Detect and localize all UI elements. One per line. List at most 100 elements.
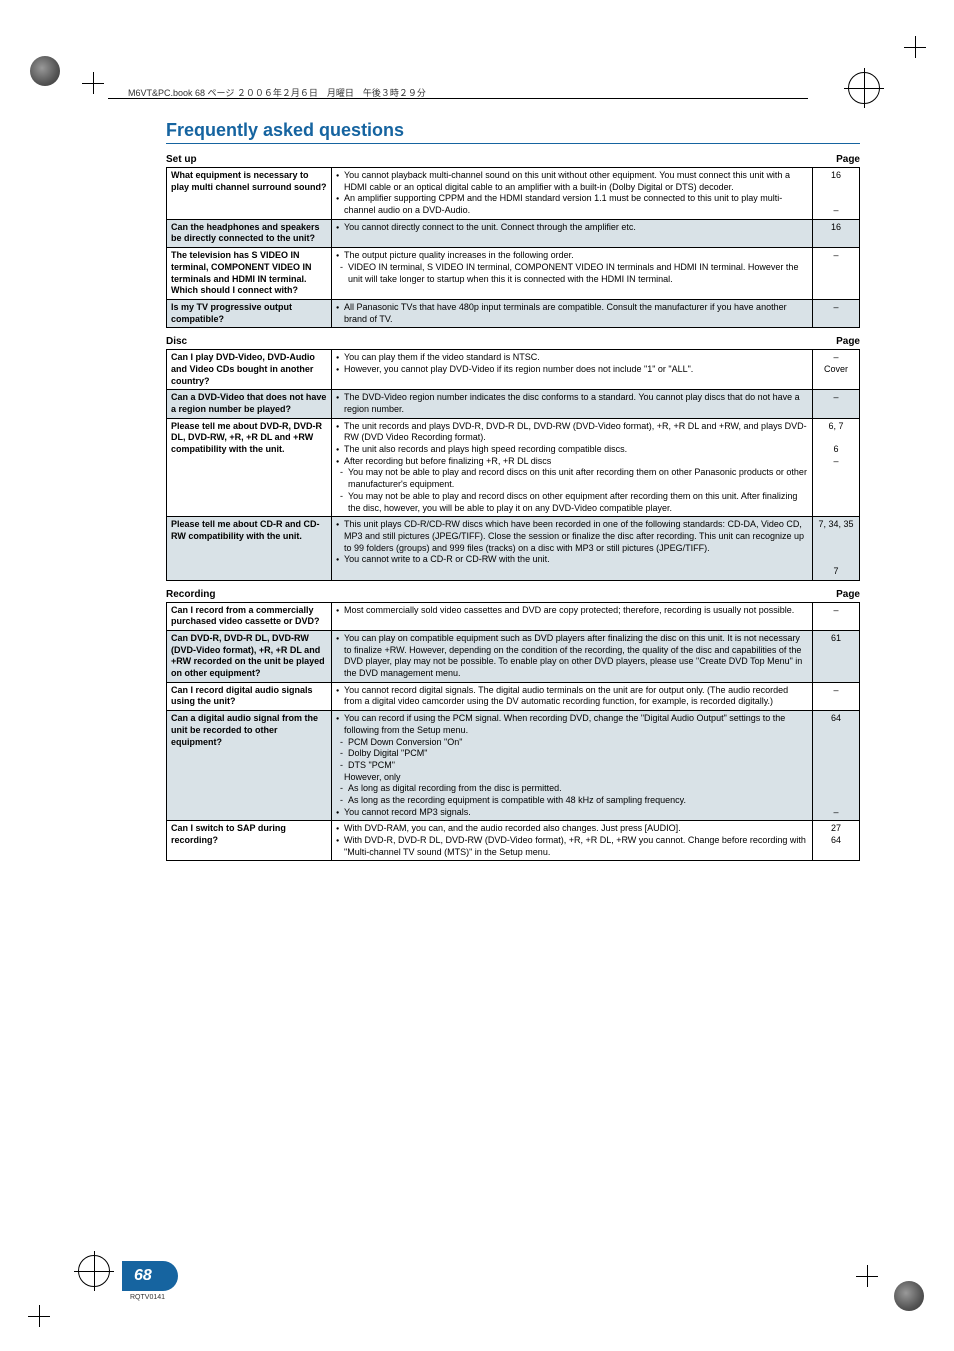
section-header-setup: Set up Page: [166, 154, 860, 165]
answer-line: You can play on compatible equipment suc…: [336, 633, 808, 680]
page-ref-cell: 7, 34, 35 7: [813, 517, 860, 580]
answer-line: You may not be able to play and record d…: [336, 491, 808, 514]
answer-cell: You cannot record digital signals. The d…: [332, 682, 813, 710]
table-row: The television has S VIDEO IN terminal, …: [167, 248, 860, 300]
crop-mark-bottom-left: [28, 1305, 50, 1327]
table-row: Please tell me about CD-R and CD-RW comp…: [167, 517, 860, 580]
question-cell: Can I play DVD-Video, DVD-Audio and Vide…: [167, 350, 332, 390]
section-header-disc: Disc Page: [166, 336, 860, 347]
answer-cell: With DVD-RAM, you can, and the audio rec…: [332, 821, 813, 861]
page-ref-cell: 64 –: [813, 711, 860, 821]
answer-line: You cannot record digital signals. The d…: [336, 685, 808, 708]
section-header-recording: Recording Page: [166, 589, 860, 600]
table-row: Can I switch to SAP during recording?Wit…: [167, 821, 860, 861]
main-title: Frequently asked questions: [166, 120, 860, 141]
table-row: Can a DVD-Video that does not have a reg…: [167, 390, 860, 418]
answer-line: PCM Down Conversion "On": [336, 737, 808, 749]
table-row: Please tell me about DVD-R, DVD-R DL, DV…: [167, 418, 860, 517]
registration-mark-bottom-right: [894, 1281, 924, 1311]
answer-line: An amplifier supporting CPPM and the HDM…: [336, 193, 808, 216]
page-ref-cell: 61: [813, 631, 860, 683]
page-label: Page: [836, 336, 860, 347]
answer-line: The unit also records and plays high spe…: [336, 444, 808, 456]
title-underline: [166, 143, 860, 144]
answer-line: You cannot directly connect to the unit.…: [336, 222, 808, 234]
page-ref-cell: 6, 7 6 –: [813, 418, 860, 517]
registration-mark-bottom-left: [78, 1255, 110, 1287]
answer-cell: This unit plays CD-R/CD-RW discs which h…: [332, 517, 813, 580]
question-cell: What equipment is necessary to play mult…: [167, 168, 332, 220]
answer-line: After recording but before finalizing +R…: [336, 456, 808, 468]
answer-line: You cannot write to a CD-R or CD-RW with…: [336, 554, 808, 566]
registration-mark-top-left: [30, 56, 60, 86]
answer-line: You may not be able to play and record d…: [336, 467, 808, 490]
question-cell: Can the headphones and speakers be direc…: [167, 219, 332, 247]
answer-line: Most commercially sold video cassettes a…: [336, 605, 808, 617]
answer-cell: You can record if using the PCM signal. …: [332, 711, 813, 821]
answer-line: DTS "PCM": [336, 760, 808, 772]
document-page: M6VT&PC.book 68 ページ ２００６年２月６日 月曜日 午後３時２９…: [0, 0, 954, 1351]
meta-header-line: [108, 98, 808, 99]
answer-line: VIDEO IN terminal, S VIDEO IN terminal, …: [336, 262, 808, 285]
answer-cell: You can play on compatible equipment suc…: [332, 631, 813, 683]
answer-line: Dolby Digital "PCM": [336, 748, 808, 760]
page-ref-cell: –: [813, 299, 860, 327]
table-row: What equipment is necessary to play mult…: [167, 168, 860, 220]
page-ref-cell: – Cover: [813, 350, 860, 390]
answer-line: With DVD-RAM, you can, and the audio rec…: [336, 823, 808, 835]
answer-line: However, you cannot play DVD-Video if it…: [336, 364, 808, 376]
table-row: Can I play DVD-Video, DVD-Audio and Vide…: [167, 350, 860, 390]
page-label: Page: [836, 154, 860, 165]
answer-cell: The unit records and plays DVD-R, DVD-R …: [332, 418, 813, 517]
page-ref-cell: –: [813, 390, 860, 418]
table-setup: What equipment is necessary to play mult…: [166, 167, 860, 328]
section-title-recording: Recording: [166, 589, 215, 600]
question-cell: The television has S VIDEO IN terminal, …: [167, 248, 332, 300]
table-recording: Can I record from a commercially purchas…: [166, 602, 860, 862]
question-cell: Is my TV progressive output compatible?: [167, 299, 332, 327]
table-disc: Can I play DVD-Video, DVD-Audio and Vide…: [166, 349, 860, 580]
table-row: Is my TV progressive output compatible?A…: [167, 299, 860, 327]
page-label: Page: [836, 589, 860, 600]
table-row: Can DVD-R, DVD-R DL, DVD-RW (DVD-Video f…: [167, 631, 860, 683]
question-cell: Can a DVD-Video that does not have a reg…: [167, 390, 332, 418]
page-ref-cell: 16 –: [813, 168, 860, 220]
answer-line: You can play them if the video standard …: [336, 352, 808, 364]
question-cell: Please tell me about CD-R and CD-RW comp…: [167, 517, 332, 580]
answer-line: As long as the recording equipment is co…: [336, 795, 808, 807]
page-number: 68: [134, 1267, 152, 1285]
table-row: Can I record from a commercially purchas…: [167, 602, 860, 630]
page-ref-cell: –: [813, 682, 860, 710]
question-cell: Can I record digital audio signals using…: [167, 682, 332, 710]
page-ref-cell: –: [813, 248, 860, 300]
answer-cell: Most commercially sold video cassettes a…: [332, 602, 813, 630]
answer-line: All Panasonic TVs that have 480p input t…: [336, 302, 808, 325]
answer-line: However, only: [336, 772, 808, 784]
question-cell: Can a digital audio signal from the unit…: [167, 711, 332, 821]
content-area: Frequently asked questions Set up Page W…: [166, 120, 860, 861]
page-ref-cell: 16: [813, 219, 860, 247]
answer-line: You cannot playback multi-channel sound …: [336, 170, 808, 193]
answer-line: The DVD-Video region number indicates th…: [336, 392, 808, 415]
question-cell: Can I switch to SAP during recording?: [167, 821, 332, 861]
answer-line: The unit records and plays DVD-R, DVD-R …: [336, 421, 808, 444]
question-cell: Can I record from a commercially purchas…: [167, 602, 332, 630]
answer-cell: All Panasonic TVs that have 480p input t…: [332, 299, 813, 327]
table-row: Can I record digital audio signals using…: [167, 682, 860, 710]
document-code: RQTV0141: [130, 1294, 165, 1301]
answer-cell: The output picture quality increases in …: [332, 248, 813, 300]
answer-line: This unit plays CD-R/CD-RW discs which h…: [336, 519, 808, 554]
question-cell: Please tell me about DVD-R, DVD-R DL, DV…: [167, 418, 332, 517]
page-ref-cell: 27 64: [813, 821, 860, 861]
section-title-setup: Set up: [166, 154, 197, 165]
answer-cell: You can play them if the video standard …: [332, 350, 813, 390]
answer-line: You can record if using the PCM signal. …: [336, 713, 808, 736]
answer-line: The output picture quality increases in …: [336, 250, 808, 262]
answer-cell: The DVD-Video region number indicates th…: [332, 390, 813, 418]
crop-mark-top-right: [904, 36, 926, 58]
table-row: Can a digital audio signal from the unit…: [167, 711, 860, 821]
answer-line: With DVD-R, DVD-R DL, DVD-RW (DVD-Video …: [336, 835, 808, 858]
answer-line: As long as digital recording from the di…: [336, 783, 808, 795]
crop-mark-top-left: [82, 72, 104, 94]
answer-line: You cannot record MP3 signals.: [336, 807, 808, 819]
